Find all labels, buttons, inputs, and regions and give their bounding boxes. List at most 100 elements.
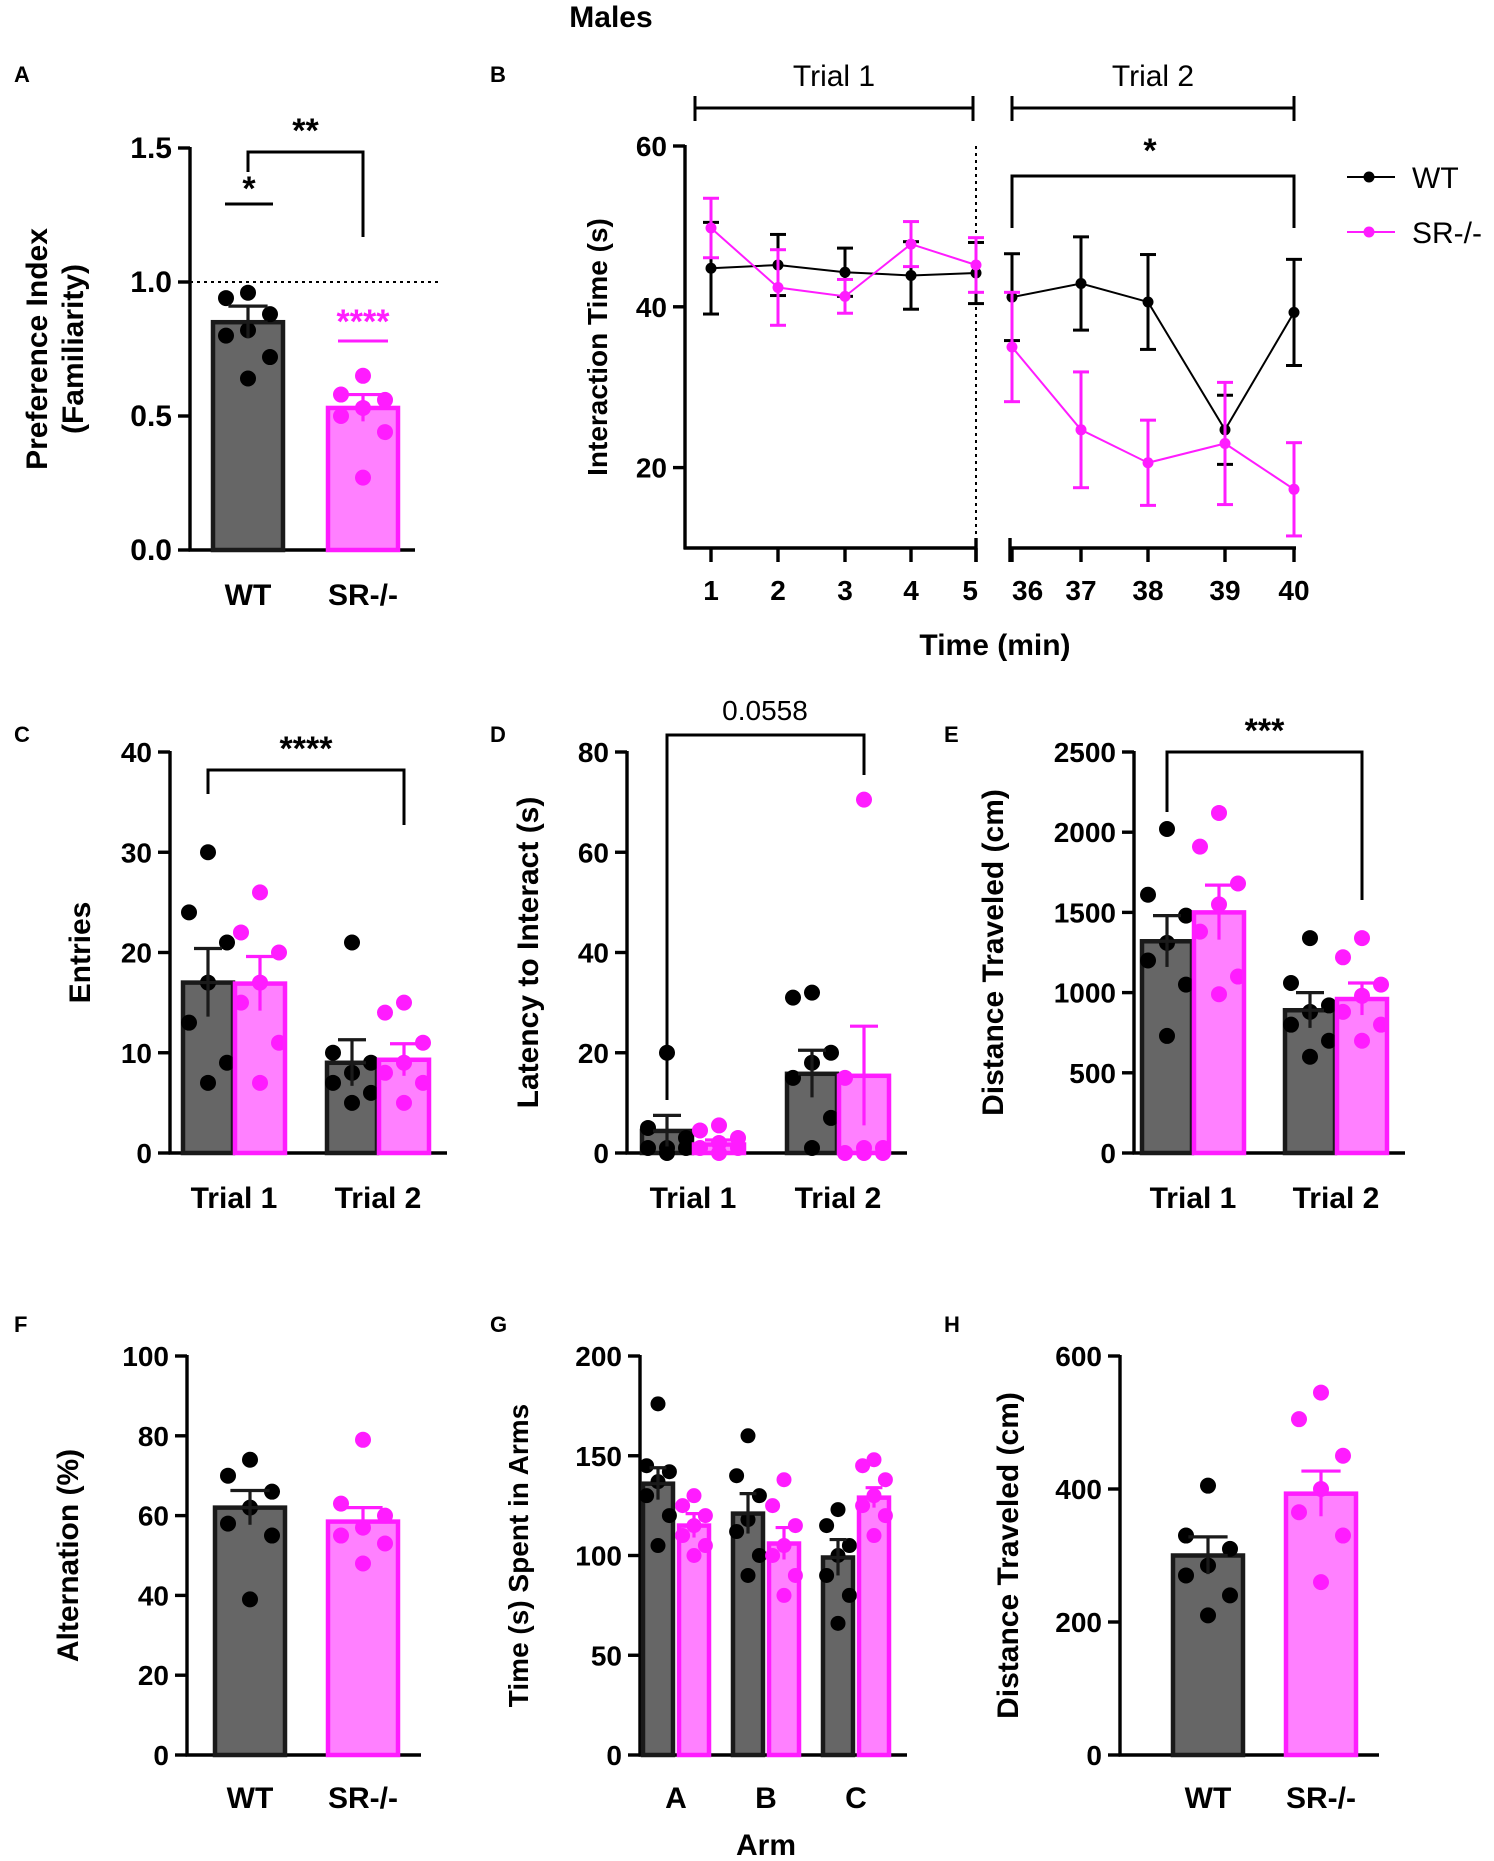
panel-b-trial-label: Trial 1 xyxy=(793,60,875,93)
panel-c-data-point xyxy=(363,1084,379,1101)
panel-d-data-point xyxy=(640,1139,656,1156)
panel-b-data-point xyxy=(839,290,851,302)
panel-h-y-axis-label: Distance Traveled (cm) xyxy=(992,1392,1025,1719)
panel-b-data-point xyxy=(1075,277,1087,289)
panel-d-data-point xyxy=(711,1145,727,1161)
panel-e-bar xyxy=(1191,910,1247,1156)
panel-h-bar xyxy=(1170,1553,1246,1758)
panel-b-x-tick-label: 2 xyxy=(770,575,786,606)
panel-g-data-point xyxy=(776,1472,792,1488)
panel-a-data-point xyxy=(218,290,234,307)
panel-d-data-point xyxy=(837,1069,853,1086)
panel-a-significance-bracket-line xyxy=(246,150,365,237)
panel-e-y-tick-label: 0 xyxy=(1100,1138,1116,1169)
panel-b-legend-marker xyxy=(1363,226,1375,238)
panel-f-y-axis-label: Alternation (%) xyxy=(52,1449,85,1662)
panel-b-data-point xyxy=(970,259,982,271)
panel-a-data-point xyxy=(218,327,234,344)
panel-d-data-point xyxy=(823,1109,839,1126)
panel-a-data-point xyxy=(355,469,371,486)
panel-e-data-point xyxy=(1321,1032,1337,1049)
panel-h-data-point xyxy=(1313,1384,1329,1401)
panel-d-significance-label: 0.0558 xyxy=(722,695,808,726)
panel-e-y-tick-label: 1000 xyxy=(1054,978,1116,1009)
panel-d-data-point xyxy=(659,1145,675,1161)
panel-d-data-point xyxy=(692,1139,708,1156)
panel-e-data-point xyxy=(1211,804,1227,821)
panel-f-data-point xyxy=(264,1483,280,1500)
panel-c-data-point xyxy=(271,1034,287,1051)
panel-g-data-point xyxy=(697,1508,713,1524)
panel-g-y-tick-label: 150 xyxy=(575,1441,622,1472)
panel-g-x-axis-label: Arm xyxy=(736,1829,796,1861)
panel-f-data-point xyxy=(242,1591,258,1608)
panel-g-data-point xyxy=(686,1488,702,1504)
panel-g-data-point xyxy=(787,1518,803,1534)
panel-g-data-point xyxy=(639,1488,655,1504)
panel-f-data-point xyxy=(377,1535,393,1552)
panel-b-x-tick-label: 40 xyxy=(1278,575,1309,606)
panel-d-category-label: Trial 1 xyxy=(650,1182,737,1215)
panel-c-data-point xyxy=(200,1074,216,1091)
panel-e-y-tick-label: 1500 xyxy=(1054,897,1116,928)
panel-e-data-point xyxy=(1302,1048,1318,1065)
panel-g-data-point xyxy=(765,1548,781,1563)
panel-c-y-axis-label: Entries xyxy=(64,902,97,1004)
panel-b-x-tick-label: 4 xyxy=(903,575,919,606)
panel-b-data-point xyxy=(1142,457,1154,469)
panel-e-data-point xyxy=(1230,968,1246,985)
panel-f-data-point xyxy=(242,1451,258,1468)
panel-g-data-point xyxy=(819,1518,835,1534)
panel-g-data-point xyxy=(675,1528,691,1544)
panel-g-data-point xyxy=(740,1567,756,1583)
panel-g-y-tick-label: 100 xyxy=(575,1541,622,1572)
panel-d-y-tick-label: 40 xyxy=(578,938,609,969)
panel-g-data-point xyxy=(729,1468,745,1484)
panel-e-bar xyxy=(1139,939,1195,1156)
panel-e-data-point xyxy=(1192,838,1208,855)
panel-e-data-point xyxy=(1354,1032,1370,1049)
panel-d-data-point xyxy=(804,984,820,1001)
panel-e-significance-bracket-label: *** xyxy=(1245,712,1285,750)
panel-g-category-label: A xyxy=(665,1782,687,1815)
panel-g-data-point xyxy=(819,1567,835,1583)
panel-c-y-tick-label: 0 xyxy=(136,1138,152,1169)
panel-h-data-point xyxy=(1313,1574,1329,1591)
panel-b-data-point xyxy=(705,262,717,274)
panel-b-data-point xyxy=(1006,341,1018,353)
panel-c-data-point xyxy=(325,1044,341,1061)
panel-g-category-label: B xyxy=(755,1782,777,1815)
panel-b-data-point xyxy=(1075,424,1087,436)
panel-e-category-label: Trial 2 xyxy=(1293,1182,1380,1215)
panel-d-data-point xyxy=(804,1139,820,1156)
panel-letter-h: H xyxy=(944,1312,960,1337)
panel-d-data-point xyxy=(856,791,872,808)
panel-c-data-point xyxy=(396,994,412,1011)
panel-c-data-point xyxy=(271,944,287,961)
panel-b-x-axis-label: Time (min) xyxy=(919,629,1070,662)
panel-f-y-tick-label: 20 xyxy=(138,1660,169,1691)
panel-g-y-tick-label: 200 xyxy=(575,1341,622,1372)
panel-g-data-point xyxy=(866,1452,882,1468)
panel-b-x-tick-label: 37 xyxy=(1065,575,1096,606)
panel-g-data-point xyxy=(650,1396,666,1412)
panel-e-data-point xyxy=(1335,949,1351,966)
panel-c-significance-bracket: **** xyxy=(206,730,406,825)
panel-a-y-tick-label: 0.5 xyxy=(130,400,172,433)
panel-g-data-point xyxy=(751,1488,767,1504)
panel-g-data-point xyxy=(841,1587,857,1603)
panel-c-significance-bracket-line xyxy=(206,768,406,825)
panel-f-data-point xyxy=(355,1555,371,1572)
panel-b-trial-label: Trial 2 xyxy=(1112,60,1194,93)
panel-g-data-point xyxy=(675,1498,691,1514)
panel-d-y-tick-label: 80 xyxy=(578,737,609,768)
panel-g-category-label: C xyxy=(845,1782,867,1815)
panel-c-data-point xyxy=(415,1034,431,1051)
panel-c-data-point xyxy=(181,904,197,921)
panel-g-data-point xyxy=(830,1615,846,1631)
panel-d-significance-bracket-line xyxy=(665,733,866,1100)
panel-b-x-tick-label: 5 xyxy=(962,575,978,606)
panel-e-data-point xyxy=(1283,974,1299,991)
panel-c-data-point xyxy=(181,1014,197,1031)
panel-g-data-point xyxy=(661,1508,677,1524)
